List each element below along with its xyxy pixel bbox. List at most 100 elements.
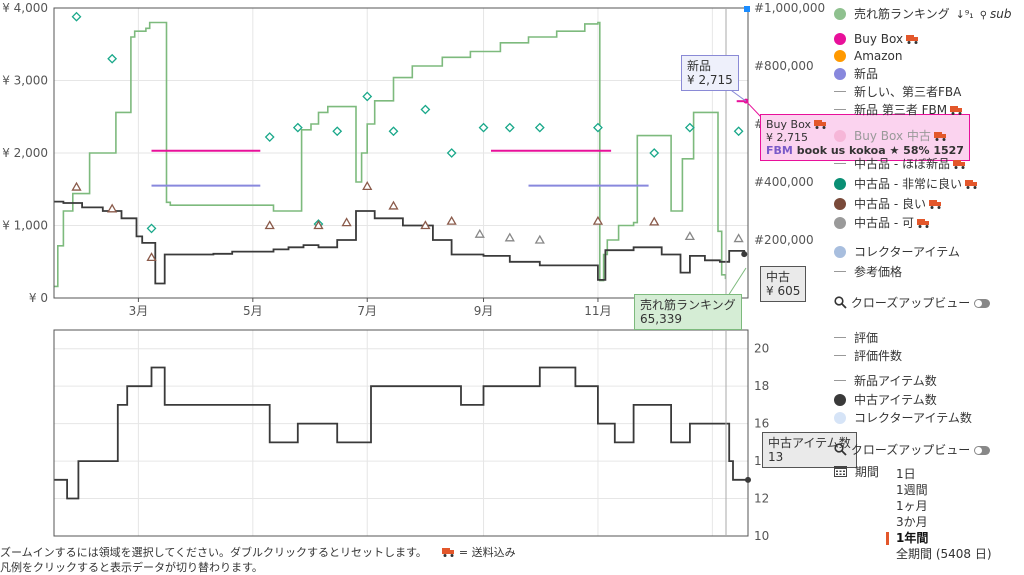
legend-dot-icon <box>834 198 846 210</box>
closeup-toggle-bottom[interactable]: クローズアップビュー <box>834 441 991 459</box>
y-count-tick: 16 <box>754 417 769 431</box>
legend-dash-icon <box>834 355 846 356</box>
diamond-marker <box>649 148 660 158</box>
legend-label: 新しい、第三者FBA <box>854 85 962 99</box>
period-option[interactable]: 1日 <box>896 467 916 481</box>
legend-label: Amazon <box>854 49 903 63</box>
sort-icon[interactable]: ↓⁹₁ <box>955 8 974 21</box>
truck-icon <box>964 180 977 189</box>
new-price-callout: 新品 ¥ 2,715 <box>681 55 739 91</box>
used-end-dot <box>741 251 748 258</box>
used-count-callout-label: 中古アイテム数 <box>768 436 851 450</box>
closeup-label-top: クローズアップビュー <box>850 296 971 310</box>
truck-icon <box>813 120 826 129</box>
legend-hint: 凡例をクリックすると表示データが切り替わります。 <box>0 561 263 574</box>
chart-canvas[interactable]: ¥ 0 ¥ 1,000 ¥ 2,000 ¥ 3,000 ¥ 4,000 #200,000 #… <box>0 0 830 564</box>
truck-icon <box>933 132 946 141</box>
shipping-note: = 送料込み <box>458 546 516 559</box>
truck-icon <box>906 35 919 44</box>
new-price-callout-value: ¥ 2,715 <box>687 73 733 87</box>
magnifier-icon <box>834 296 847 309</box>
legend-label: 新品アイテム数 <box>854 374 937 388</box>
used-price-callout-value: ¥ 605 <box>766 284 801 298</box>
legend-label: 評価 <box>854 331 879 345</box>
period-option[interactable]: 1年間 <box>896 531 929 545</box>
diamond-marker <box>292 122 303 133</box>
count-series <box>54 366 748 500</box>
buybox-seller-count: 1527 <box>933 144 964 157</box>
x-tick-label: 9月 <box>474 304 494 318</box>
used-count-callout-value: 13 <box>768 450 784 464</box>
legend-dot-icon <box>834 178 846 190</box>
rank-callout: 売れ筋ランキング 65,339 <box>634 294 742 330</box>
legend-label: コレクターアイテム数 <box>854 411 972 425</box>
diamond-marker <box>446 148 457 158</box>
x-tick-label: 11月 <box>584 304 611 318</box>
x-tick-label: 3月 <box>129 304 149 318</box>
period-option[interactable]: 全期間 (5408 日) <box>896 547 992 561</box>
period-option[interactable]: 3か月 <box>896 515 928 529</box>
diamond-marker <box>332 126 343 137</box>
legend-dot-icon <box>834 412 846 424</box>
y-right-tick: #1,000,000 <box>754 1 825 15</box>
period-option[interactable]: 1週間 <box>896 483 928 497</box>
period-option[interactable]: 1ヶ月 <box>896 499 928 513</box>
y-left-tick: ¥ 4,000 <box>2 1 48 15</box>
diamond-marker <box>388 126 399 137</box>
price-plot-frame <box>53 7 749 299</box>
legend-hint-row: 凡例をクリックすると表示データが切り替わります。 <box>0 559 263 575</box>
used-price-callout-label: 中古 <box>766 270 791 284</box>
y-left-tick: ¥ 1,000 <box>2 219 48 233</box>
legend-label: 売れ筋ランキング ↓⁹₁ ⚲ sub <box>854 7 1012 21</box>
x-tick-label: 5月 <box>243 304 263 318</box>
triangle-marker <box>71 181 82 191</box>
y-right-tick: #800,000 <box>754 59 814 73</box>
triangle-marker <box>420 220 431 230</box>
zoom-hint: ズームインするには領域を選択してください。ダブルクリックするとリセットします。 <box>0 546 427 559</box>
buybox-seller-name: book us kokoa <box>796 144 886 157</box>
legend-dash-icon <box>834 337 846 338</box>
series-line-売れ筋ランキング <box>54 21 727 288</box>
used-count-end-dot <box>745 476 751 483</box>
y-count-tick: 18 <box>754 379 769 393</box>
legend-label: 参考価格 <box>854 265 903 279</box>
legend-label: 中古品 - 非常に良い <box>854 175 978 193</box>
calendar-icon <box>834 466 847 477</box>
rank-callout-value: 65,339 <box>640 312 682 326</box>
closeup-toggle-top[interactable]: クローズアップビュー <box>834 294 991 312</box>
diamond-marker <box>478 122 489 133</box>
y-count-tick: 20 <box>754 342 769 356</box>
price-series <box>54 21 748 288</box>
legend-label: 中古品 - ほぼ新品 <box>854 155 966 173</box>
diamond-marker <box>71 11 82 22</box>
legend-dash-icon <box>834 271 846 272</box>
legend-label: Buy Box <box>854 30 919 48</box>
buybox-callout-label: Buy Box <box>766 118 811 131</box>
legend-label: 中古品 - 良い <box>854 195 942 213</box>
legend-extra[interactable]: sub <box>990 7 1012 21</box>
legend-dot-icon <box>834 130 846 142</box>
legend-dash-icon <box>834 91 846 92</box>
diamond-marker <box>420 104 431 115</box>
range-end-marker <box>744 6 750 12</box>
truck-icon <box>442 548 455 557</box>
y-right-tick: #400,000 <box>754 175 814 189</box>
triangle-marker <box>534 234 545 244</box>
buybox-callout-value: ¥ 2,715 <box>766 131 808 144</box>
triangle-marker <box>592 215 604 225</box>
legend-dash-icon <box>834 109 846 110</box>
diamond-marker <box>362 91 373 102</box>
triangle-marker <box>388 200 399 210</box>
legend-dot-icon <box>834 8 846 20</box>
toggle-icon[interactable] <box>974 446 991 455</box>
diamond-marker <box>534 122 545 133</box>
triangle-marker <box>146 252 157 262</box>
count-plot-frame <box>53 329 749 537</box>
legend-label: 新品 第三者 FBM <box>854 101 963 119</box>
buybox-callout-label-row: Buy Box <box>766 118 964 131</box>
diamond-marker <box>107 53 118 64</box>
y-left-tick: ¥ 0 <box>29 291 48 305</box>
toggle-icon[interactable] <box>974 299 991 308</box>
tree-icon[interactable]: ⚲ <box>979 10 988 21</box>
buybox-seller-tag: FBM <box>766 144 793 157</box>
